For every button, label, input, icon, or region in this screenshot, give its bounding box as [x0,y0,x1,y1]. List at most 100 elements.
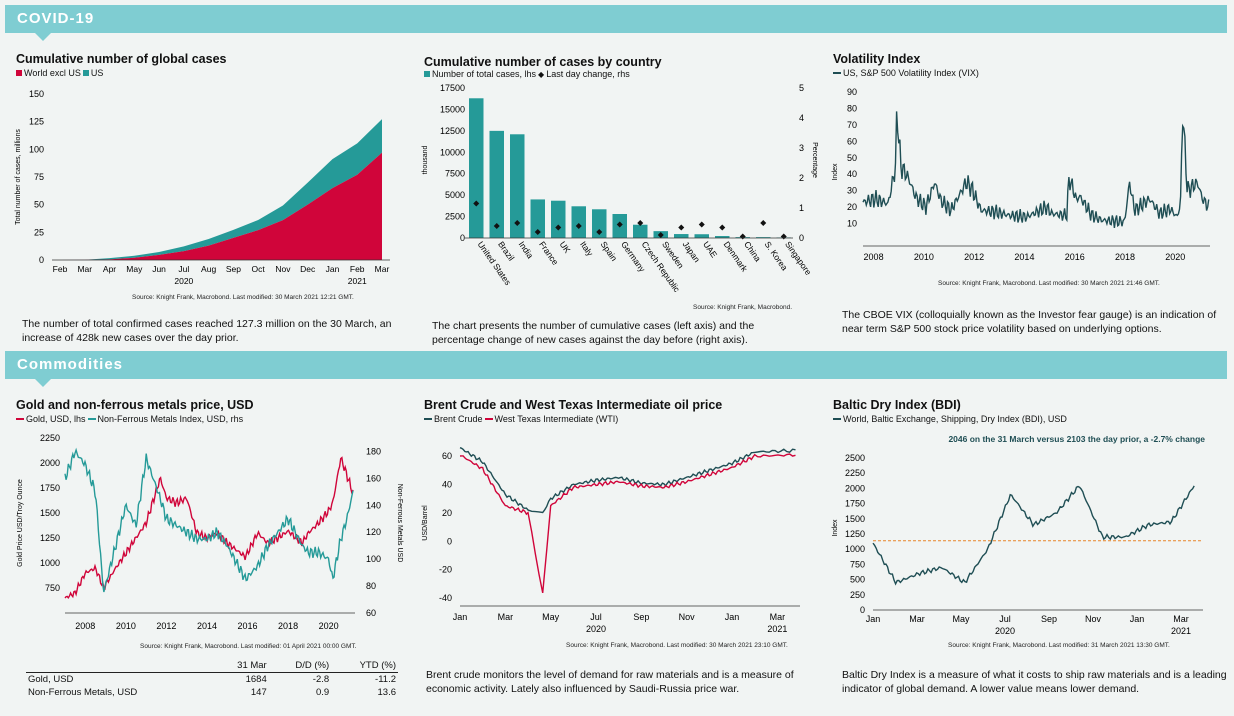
legend-label: Last day change, rhs [546,69,630,79]
legend-label: World excl US [24,68,81,78]
x-tick-label: India [517,239,536,260]
global-cases-description: The number of total confirmed cases reac… [22,318,392,344]
x-tick-label: Jul [178,264,189,274]
x-tick-label: Sep [633,612,649,622]
gold-title: Gold and non-ferrous metals price, USD [16,398,254,412]
table-cell: Non-Ferrous Metals, USD [28,687,138,698]
legend-swatch-teal [424,71,430,77]
global-cases-chart: Total number of cases, millions 0 25 50 75 10… [15,89,390,286]
x-tick-label: Sep [1041,614,1057,624]
x-tick-label: Feb [53,264,68,274]
x-tick-label: 2014 [197,621,217,631]
y-tick-label: 0 [447,536,452,546]
global-cases-title: Cumulative number of global cases [16,52,227,66]
diamond-point [616,221,623,228]
y-tick-label: 20 [847,202,857,212]
x-tick-label: Jan [326,264,340,274]
x-tick-label: 2018 [1115,252,1135,262]
y-tick-label: 2250 [845,468,865,478]
bdi-legend: World, Baltic Exchange, Shipping, Dry In… [833,414,1067,424]
y-tick-label-right: 3 [799,143,804,153]
global-cases-legend: World excl US US [16,68,103,78]
table-header: 31 Mar [237,660,267,671]
oil-legend: Brent Crude West Texas Intermediate (WTI… [424,414,618,424]
y-tick-label: 30 [847,186,857,196]
y-tick-label: 750 [850,559,865,569]
legend-line-dark [833,72,841,74]
commodities-banner-label: Commodities [17,356,124,373]
year-label: 2020 [995,626,1015,636]
legend-label: US [90,68,104,78]
diamond-point [534,229,541,235]
line-series-0 [872,485,1195,586]
table-row: Gold, USD 1684 -2.8 -11.2 [26,672,398,686]
annotation-text: 2046 on the 31 March versus 2103 the day… [948,434,1205,444]
diamond-point [473,200,480,207]
x-tick-label: Nov [1085,614,1102,624]
y-tick-label: 25 [34,227,44,237]
y-axis-label-right: Percentage [811,142,818,178]
gold-chart: Gold Price USD/Troy Ounce Non-Ferrous Met… [17,433,403,631]
y-tick-label-right: 180 [366,446,381,456]
line-series-1 [459,453,796,594]
x-tick-label: 2020 [319,621,339,631]
x-tick-label: Nov [275,264,291,274]
table-header-row: 31 Mar D/D (%) YTD (%) [26,659,398,673]
x-tick-label: May [952,614,970,624]
x-tick-label: Spain [599,239,620,263]
y-tick-label: 1000 [845,544,865,554]
bar [694,234,709,238]
legend-swatch-red [16,70,22,76]
y-tick-label-right: 60 [366,608,376,618]
vix-chart: Index 10 20 30 40 50 60 70 80 90 2008 2010 2012 2014 2… [832,87,1210,262]
y-tick-label: 2000 [40,458,60,468]
x-tick-label: Jan [453,612,468,622]
diamond-point [739,233,746,240]
y-tick-label-right: 0 [799,233,804,243]
x-tick-label: Mar [498,612,514,622]
table-header: YTD (%) [359,660,396,671]
x-tick-label: 2018 [278,621,298,631]
legend-label: World, Baltic Exchange, Shipping, Dry In… [843,414,1067,424]
bar [715,236,730,238]
y-tick-label: 2500 [445,212,465,222]
y-tick-label: 50 [34,200,44,210]
table-header: D/D (%) [295,660,330,671]
covid-banner-label: COVID-19 [17,10,95,27]
x-tick-label: France [537,239,561,267]
x-tick-label: Brazil [496,239,516,262]
y-tick-label-right: 80 [366,581,376,591]
y-axis-label-right: Non-Ferrous Metals USD [396,484,403,563]
x-tick-label: Jul [590,612,602,622]
y-axis-label: Gold Price USD/Troy Ounce [17,479,24,567]
y-tick-label: 60 [442,451,452,461]
x-tick-label: 2012 [156,621,176,631]
legend-label: West Texas Intermediate (WTI) [494,414,619,424]
y-tick-label: 7500 [445,169,465,179]
y-tick-label: 1750 [40,483,60,493]
y-tick-label: 1500 [845,514,865,524]
y-axis-label: Index [832,519,839,537]
x-tick-label: 2020 [1165,252,1185,262]
year-label: 2021 [1171,626,1191,636]
diamond-point [698,221,705,228]
x-tick-label: 2010 [116,621,136,631]
vix-description: The CBOE VIX (colloquially known as the … [842,309,1217,335]
table-cell: Gold, USD [26,672,214,686]
line-series-0 [862,111,1210,228]
table-cell: 0.9 [315,687,330,698]
diamond-icon: ◆ [538,69,545,79]
chart-source: Source: Knight Frank, Macrobond. Last mo… [140,643,357,650]
y-axis-label: Total number of cases, millions [15,129,22,225]
y-tick-label: 150 [29,89,44,99]
y-tick-label: 80 [847,103,857,113]
x-tick-label: 2008 [864,252,884,262]
legend-line-dark [833,418,841,420]
vix-title: Volatility Index [833,52,921,66]
y-tick-label-right: 1 [799,203,804,213]
bdi-title: Baltic Dry Index (BDI) [833,398,961,412]
y-tick-label-right: 5 [799,83,804,93]
x-tick-label: Mar [1173,614,1189,624]
y-tick-label: 17500 [440,83,465,93]
vix-legend: US, S&P 500 Volatility Index (VIX) [833,68,979,78]
